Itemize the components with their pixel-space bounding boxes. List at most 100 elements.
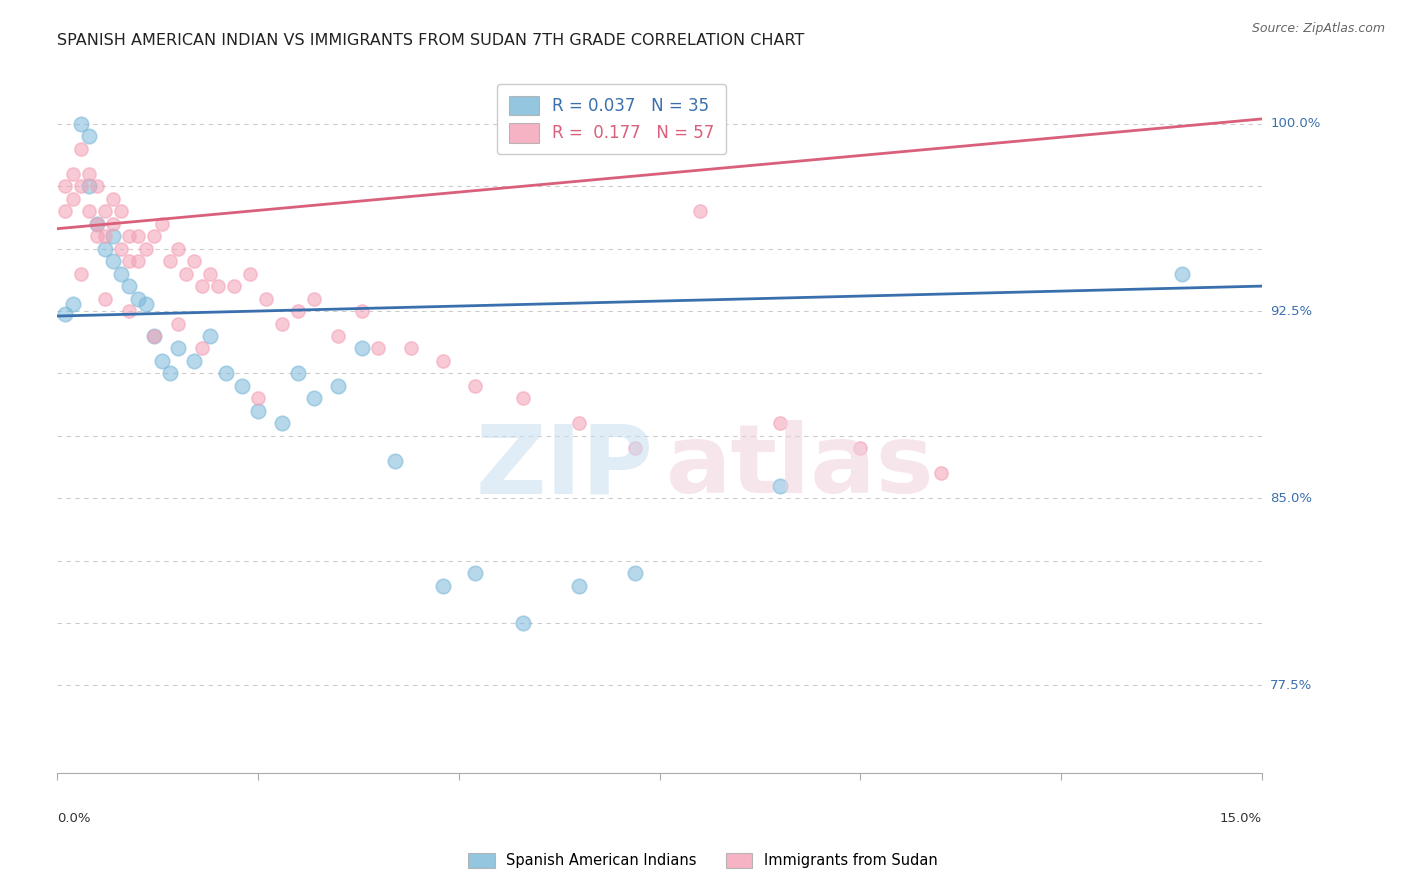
Point bbox=[94, 229, 117, 244]
Point bbox=[70, 142, 93, 156]
Point bbox=[464, 566, 486, 580]
Point bbox=[849, 442, 872, 456]
Point bbox=[271, 317, 294, 331]
Point bbox=[769, 417, 792, 431]
Point bbox=[53, 179, 76, 194]
Point bbox=[328, 329, 350, 343]
Point bbox=[159, 254, 181, 268]
Point bbox=[432, 578, 454, 592]
Point bbox=[53, 204, 76, 219]
Point bbox=[103, 192, 125, 206]
Point bbox=[166, 242, 188, 256]
Text: 85.0%: 85.0% bbox=[1271, 491, 1312, 505]
Point bbox=[302, 392, 325, 406]
Point bbox=[464, 379, 486, 393]
Text: ZIP: ZIP bbox=[475, 420, 654, 514]
Point bbox=[399, 342, 422, 356]
Point bbox=[62, 296, 84, 310]
Point bbox=[207, 279, 229, 293]
Point bbox=[302, 292, 325, 306]
Point bbox=[86, 179, 108, 194]
Point bbox=[142, 329, 165, 343]
Point bbox=[166, 342, 188, 356]
Point bbox=[166, 317, 188, 331]
Point bbox=[86, 217, 108, 231]
Text: Source: ZipAtlas.com: Source: ZipAtlas.com bbox=[1251, 22, 1385, 36]
Text: 77.5%: 77.5% bbox=[1271, 679, 1313, 692]
Point bbox=[568, 417, 591, 431]
Point bbox=[159, 367, 181, 381]
Point bbox=[127, 254, 149, 268]
Point bbox=[352, 304, 374, 318]
Text: 0.0%: 0.0% bbox=[58, 812, 90, 825]
Point bbox=[53, 307, 76, 321]
Point bbox=[150, 354, 173, 368]
Point bbox=[103, 217, 125, 231]
Point bbox=[568, 578, 591, 592]
Point bbox=[118, 279, 141, 293]
Point bbox=[174, 267, 197, 281]
Point bbox=[70, 117, 93, 131]
Point bbox=[150, 217, 173, 231]
Legend: R = 0.037   N = 35, R =  0.177   N = 57: R = 0.037 N = 35, R = 0.177 N = 57 bbox=[496, 84, 725, 154]
Point bbox=[110, 204, 132, 219]
Point bbox=[110, 242, 132, 256]
Point bbox=[183, 254, 205, 268]
Point bbox=[103, 254, 125, 268]
Point bbox=[367, 342, 389, 356]
Point bbox=[79, 179, 101, 194]
Point bbox=[624, 442, 647, 456]
Point bbox=[127, 292, 149, 306]
Point bbox=[190, 279, 212, 293]
Text: atlas: atlas bbox=[665, 420, 934, 514]
Point bbox=[198, 267, 221, 281]
Point bbox=[142, 329, 165, 343]
Point bbox=[512, 615, 534, 630]
Point bbox=[86, 217, 108, 231]
Point bbox=[79, 129, 101, 144]
Point bbox=[118, 304, 141, 318]
Point bbox=[432, 354, 454, 368]
Point bbox=[512, 392, 534, 406]
Point bbox=[86, 229, 108, 244]
Point bbox=[62, 192, 84, 206]
Point bbox=[1170, 267, 1192, 281]
Text: 92.5%: 92.5% bbox=[1271, 304, 1312, 318]
Point bbox=[215, 367, 238, 381]
Point bbox=[328, 379, 350, 393]
Point bbox=[142, 229, 165, 244]
Point bbox=[79, 204, 101, 219]
Point bbox=[287, 367, 309, 381]
Point bbox=[254, 292, 277, 306]
Point bbox=[118, 229, 141, 244]
Point bbox=[94, 242, 117, 256]
Point bbox=[94, 292, 117, 306]
Point bbox=[198, 329, 221, 343]
Point bbox=[183, 354, 205, 368]
Point bbox=[103, 229, 125, 244]
Point bbox=[127, 229, 149, 244]
Point bbox=[239, 267, 262, 281]
Point bbox=[271, 417, 294, 431]
Text: SPANISH AMERICAN INDIAN VS IMMIGRANTS FROM SUDAN 7TH GRADE CORRELATION CHART: SPANISH AMERICAN INDIAN VS IMMIGRANTS FR… bbox=[58, 33, 804, 48]
Point bbox=[62, 167, 84, 181]
Point bbox=[384, 454, 406, 468]
Point bbox=[190, 342, 212, 356]
Point bbox=[110, 267, 132, 281]
Point bbox=[287, 304, 309, 318]
Legend: Spanish American Indians, Immigrants from Sudan: Spanish American Indians, Immigrants fro… bbox=[461, 846, 945, 876]
Point bbox=[135, 296, 157, 310]
Point bbox=[70, 179, 93, 194]
Point bbox=[118, 254, 141, 268]
Point bbox=[222, 279, 245, 293]
Point bbox=[79, 167, 101, 181]
Text: 15.0%: 15.0% bbox=[1220, 812, 1263, 825]
Point bbox=[246, 392, 269, 406]
Point bbox=[94, 204, 117, 219]
Point bbox=[689, 204, 711, 219]
Point bbox=[352, 342, 374, 356]
Point bbox=[624, 566, 647, 580]
Point bbox=[135, 242, 157, 256]
Point bbox=[70, 267, 93, 281]
Point bbox=[246, 404, 269, 418]
